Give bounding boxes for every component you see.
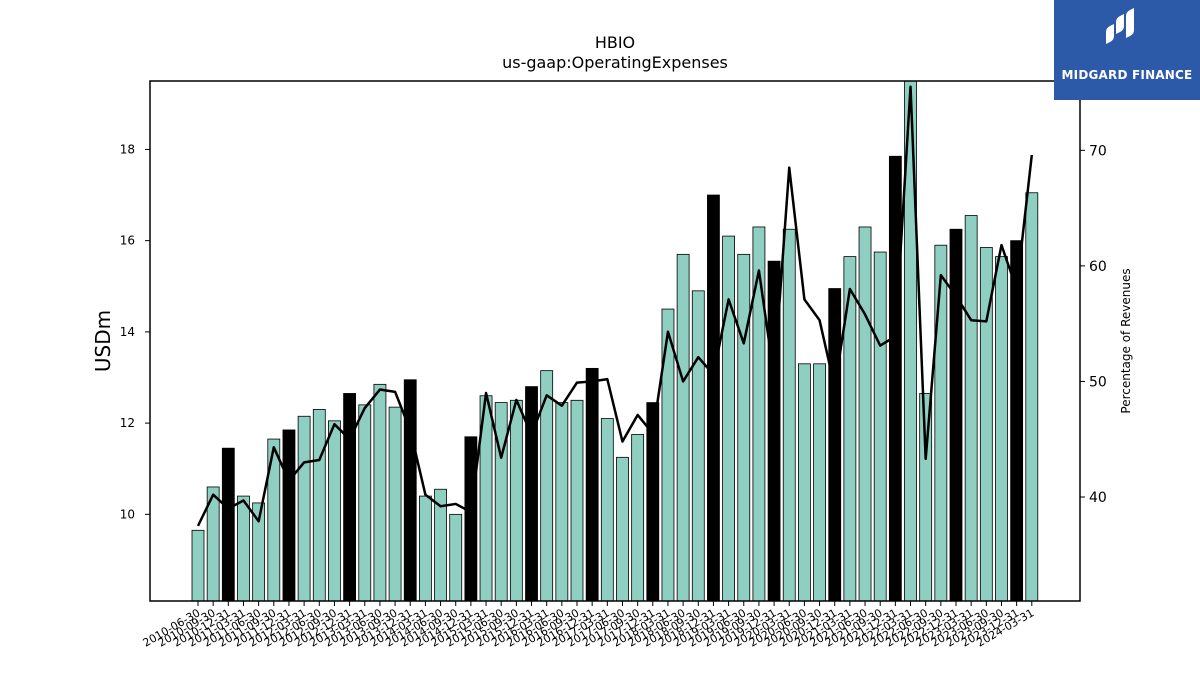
bar [464,436,478,601]
bar [494,402,508,601]
bar [418,495,432,601]
bar [373,383,387,601]
brand-name: MIDGARD FINANCE [1061,68,1193,82]
bar [843,256,857,601]
chart-subtitle: us-gaap:OperatingExpenses [502,53,728,72]
bar [691,290,705,601]
bar [949,228,963,601]
y-tick-label: 14 [120,325,135,339]
bar [388,406,402,601]
bar [904,81,917,601]
bar [1025,192,1039,601]
y2-tick-label: 40 [1089,490,1107,506]
bar [979,247,993,601]
bar [964,215,978,601]
bar [449,513,463,601]
bar [312,409,326,601]
bar [919,393,933,601]
bar [540,370,554,601]
bar [221,447,235,601]
bar [585,367,599,601]
bar [343,393,357,601]
bar [676,253,690,601]
bar [570,399,584,601]
bar [509,399,523,601]
bar [798,363,811,601]
bar [434,488,447,601]
bar [358,404,372,601]
y-tick-label: 10 [120,507,135,521]
brand-logo: MIDGARD FINANCE [1054,0,1200,100]
plot-frame [149,80,1081,602]
bar [752,226,766,601]
bar [995,256,1008,601]
bar [631,434,645,601]
y2-axis-label: Percentage of Revenues [1119,268,1133,413]
y-tick-label: 16 [120,234,135,248]
bar [707,194,720,601]
bar [858,226,872,601]
bar [828,288,842,601]
bar [191,529,205,601]
bar [873,251,887,601]
bar [555,402,569,601]
y-tick-label: 18 [120,142,135,156]
bar [328,420,341,601]
y-tick-label: 12 [120,416,135,430]
y2-tick-label: 60 [1089,259,1107,275]
bar [267,438,281,601]
y2-tick-label: 70 [1089,143,1107,159]
bar [934,244,948,601]
bar [661,308,675,601]
y2-tick-label: 50 [1089,374,1107,390]
bar [403,379,417,601]
bar [1010,240,1024,601]
percentage-line [196,85,1034,527]
y-axis-label: USDm [91,310,115,372]
bar [737,253,751,601]
bar [722,235,735,601]
bar [813,363,826,601]
bar [237,495,250,601]
bar [525,386,538,601]
bar [282,429,296,601]
bar [888,155,902,601]
bar [297,415,311,601]
midgard-logo-icon [1106,8,1134,44]
chart-title: HBIO [595,33,635,52]
bar [782,228,796,601]
bar [600,418,614,601]
bar [616,456,629,601]
